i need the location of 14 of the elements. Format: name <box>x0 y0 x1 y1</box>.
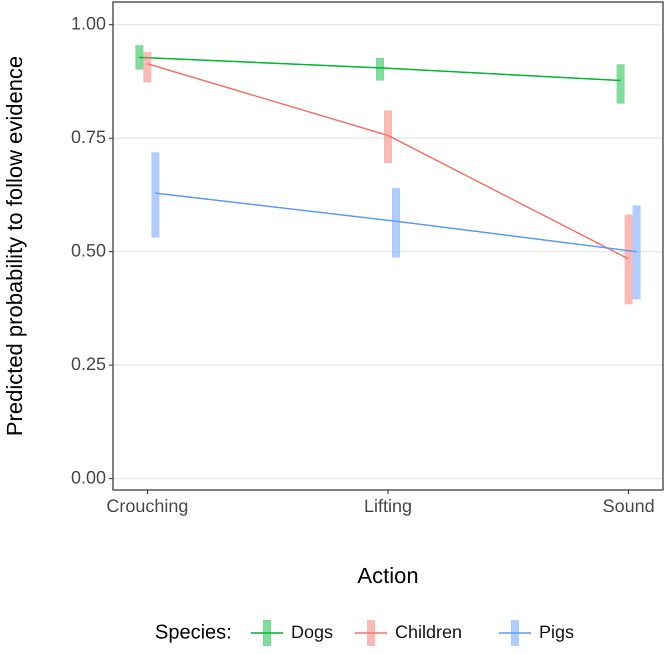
legend-label: Children <box>395 622 462 642</box>
legend-title: Species: <box>155 621 232 644</box>
x-tick-label: Sound <box>602 496 655 516</box>
y-tick-label: 1.00 <box>70 13 106 34</box>
y-tick-label: 0.75 <box>70 126 106 147</box>
x-axis-title: Action <box>357 563 419 588</box>
y-tick-label: 0.50 <box>70 240 106 260</box>
legend-label: Dogs <box>291 622 334 642</box>
legend-label: Pigs <box>539 622 574 642</box>
x-tick-label: Lifting <box>364 496 412 516</box>
y-axis-title: Predicted probability to follow evidence <box>2 56 27 436</box>
y-tick-label: 0.25 <box>70 354 106 374</box>
y-tick-label: 0.00 <box>70 467 106 488</box>
x-tick-label: Crouching <box>106 496 188 516</box>
